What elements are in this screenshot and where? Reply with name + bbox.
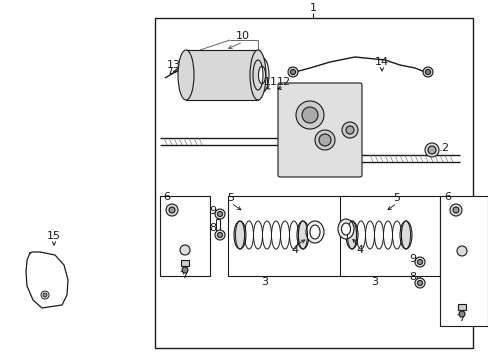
Text: 8: 8 [209, 223, 216, 233]
Text: 7: 7 [181, 270, 188, 280]
Text: 3: 3 [261, 277, 268, 287]
Circle shape [41, 291, 49, 299]
Circle shape [452, 207, 458, 213]
Circle shape [318, 134, 330, 146]
Text: 10: 10 [236, 31, 249, 41]
Circle shape [458, 311, 464, 317]
Circle shape [302, 107, 317, 123]
Text: 9: 9 [408, 254, 416, 264]
Text: 12: 12 [276, 77, 290, 87]
Bar [457, 304, 465, 310]
Circle shape [414, 257, 424, 267]
Bar [339, 196, 439, 276]
Circle shape [290, 69, 295, 75]
Circle shape [425, 69, 429, 75]
Text: 3: 3 [371, 277, 378, 287]
Text: 7: 7 [458, 313, 465, 323]
Circle shape [287, 67, 297, 77]
Ellipse shape [254, 58, 268, 93]
Circle shape [180, 245, 190, 255]
Circle shape [341, 122, 357, 138]
Circle shape [422, 67, 432, 77]
Circle shape [43, 293, 47, 297]
Text: 4: 4 [356, 245, 363, 255]
Circle shape [417, 260, 422, 265]
Ellipse shape [337, 219, 353, 239]
Circle shape [295, 101, 324, 129]
Circle shape [165, 204, 178, 216]
Text: 14: 14 [374, 57, 388, 67]
Circle shape [456, 246, 466, 256]
Text: 8: 8 [408, 272, 416, 282]
Text: 5: 5 [227, 193, 234, 203]
Circle shape [424, 143, 438, 157]
Bar [227, 196, 347, 276]
Circle shape [169, 207, 175, 213]
Circle shape [346, 126, 353, 134]
Circle shape [417, 280, 422, 285]
Ellipse shape [178, 50, 194, 100]
Text: 9: 9 [209, 206, 216, 216]
Circle shape [217, 212, 222, 216]
Text: 4: 4 [291, 245, 298, 255]
Text: 6: 6 [444, 192, 450, 202]
Ellipse shape [346, 221, 357, 249]
Ellipse shape [305, 221, 324, 243]
Text: 5: 5 [393, 193, 400, 203]
Circle shape [182, 267, 187, 273]
Bar [185, 50, 258, 100]
Text: 2: 2 [441, 143, 447, 153]
Text: 1: 1 [309, 3, 316, 13]
Bar [160, 196, 209, 276]
Bar [185, 50, 258, 100]
Ellipse shape [249, 50, 265, 100]
Ellipse shape [296, 221, 308, 249]
Circle shape [215, 230, 224, 240]
Circle shape [414, 278, 424, 288]
Ellipse shape [341, 223, 350, 235]
Circle shape [314, 130, 334, 150]
FancyBboxPatch shape [278, 83, 361, 177]
Bar [181, 260, 189, 266]
Text: 15: 15 [47, 231, 61, 241]
Bar [155, 18, 472, 348]
Bar [439, 196, 487, 326]
Circle shape [217, 233, 222, 238]
Circle shape [449, 204, 461, 216]
Circle shape [215, 209, 224, 219]
Circle shape [427, 146, 435, 154]
Text: 6: 6 [163, 192, 170, 202]
Text: 11: 11 [264, 77, 278, 87]
Text: 13: 13 [167, 60, 181, 70]
Ellipse shape [399, 221, 411, 249]
Ellipse shape [234, 221, 245, 249]
Ellipse shape [258, 66, 265, 84]
Ellipse shape [309, 225, 319, 239]
